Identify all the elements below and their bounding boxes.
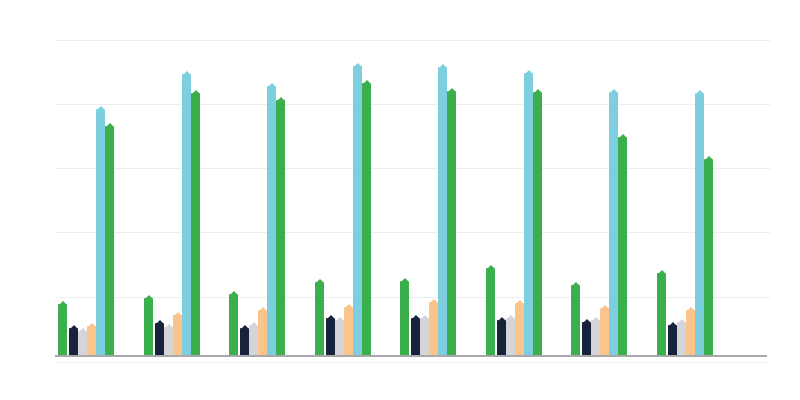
bar-8-series-a[interactable] <box>657 273 666 355</box>
bar-group-2 <box>144 35 207 355</box>
bar-7-series-d[interactable] <box>600 308 609 355</box>
bar-group-4 <box>315 35 378 355</box>
bar-4-series-b[interactable] <box>326 318 335 355</box>
bar-4-series-e[interactable] <box>353 65 362 355</box>
bar-3-series-a[interactable] <box>229 293 238 355</box>
bar-7-series-f[interactable] <box>618 137 627 355</box>
bar-7-series-e[interactable] <box>609 91 618 355</box>
bar-2-series-a[interactable] <box>144 298 153 355</box>
bar-group-6 <box>486 35 549 355</box>
bar-group-3 <box>229 35 292 355</box>
bar-8-series-e[interactable] <box>695 92 704 355</box>
bar-6-series-e[interactable] <box>524 73 533 355</box>
bar-1-series-b[interactable] <box>69 327 78 355</box>
bar-6-series-d[interactable] <box>515 303 524 355</box>
bar-1-series-a[interactable] <box>58 303 67 355</box>
bar-4-series-c[interactable] <box>335 320 344 355</box>
bar-5-series-b[interactable] <box>411 318 420 355</box>
bar-7-series-a[interactable] <box>571 285 580 355</box>
bar-5-series-a[interactable] <box>400 280 409 355</box>
bar-4-series-a[interactable] <box>315 281 324 355</box>
bar-6-series-f[interactable] <box>533 91 542 355</box>
bar-8-series-b[interactable] <box>668 325 677 355</box>
bar-5-series-f[interactable] <box>447 91 456 355</box>
bar-1-series-c[interactable] <box>78 331 87 355</box>
bar-8-series-d[interactable] <box>686 309 695 355</box>
bar-1-series-d[interactable] <box>87 326 96 355</box>
bar-3-series-f[interactable] <box>276 99 285 355</box>
bar-5-series-d[interactable] <box>429 302 438 355</box>
bar-8-series-c[interactable] <box>677 321 686 355</box>
bar-5-series-e[interactable] <box>438 67 447 355</box>
bar-3-series-c[interactable] <box>249 325 258 355</box>
bar-6-series-b[interactable] <box>497 320 506 355</box>
bar-3-series-e[interactable] <box>267 86 276 355</box>
bar-1-series-e[interactable] <box>96 109 105 355</box>
bar-4-series-d[interactable] <box>344 307 353 355</box>
bar-6-series-c[interactable] <box>506 318 515 355</box>
bar-group-7 <box>571 35 634 355</box>
bar-8-series-f[interactable] <box>704 159 713 355</box>
bar-3-series-b[interactable] <box>240 327 249 355</box>
bar-6-series-a[interactable] <box>486 268 495 355</box>
bar-4-series-f[interactable] <box>362 83 371 355</box>
bar-1-series-f[interactable] <box>105 126 114 355</box>
bar-2-series-f[interactable] <box>191 92 200 355</box>
bar-5-series-c[interactable] <box>420 318 429 355</box>
bar-7-series-c[interactable] <box>591 320 600 355</box>
bar-2-series-b[interactable] <box>155 322 164 355</box>
bar-group-1 <box>58 35 121 355</box>
bar-2-series-e[interactable] <box>182 74 191 355</box>
bar-2-series-d[interactable] <box>173 315 182 355</box>
bar-2-series-c[interactable] <box>164 326 173 355</box>
bar-group-8 <box>657 35 720 355</box>
bar-3-series-d[interactable] <box>258 309 267 355</box>
bar-group-5 <box>400 35 463 355</box>
bar-7-series-b[interactable] <box>582 321 591 355</box>
